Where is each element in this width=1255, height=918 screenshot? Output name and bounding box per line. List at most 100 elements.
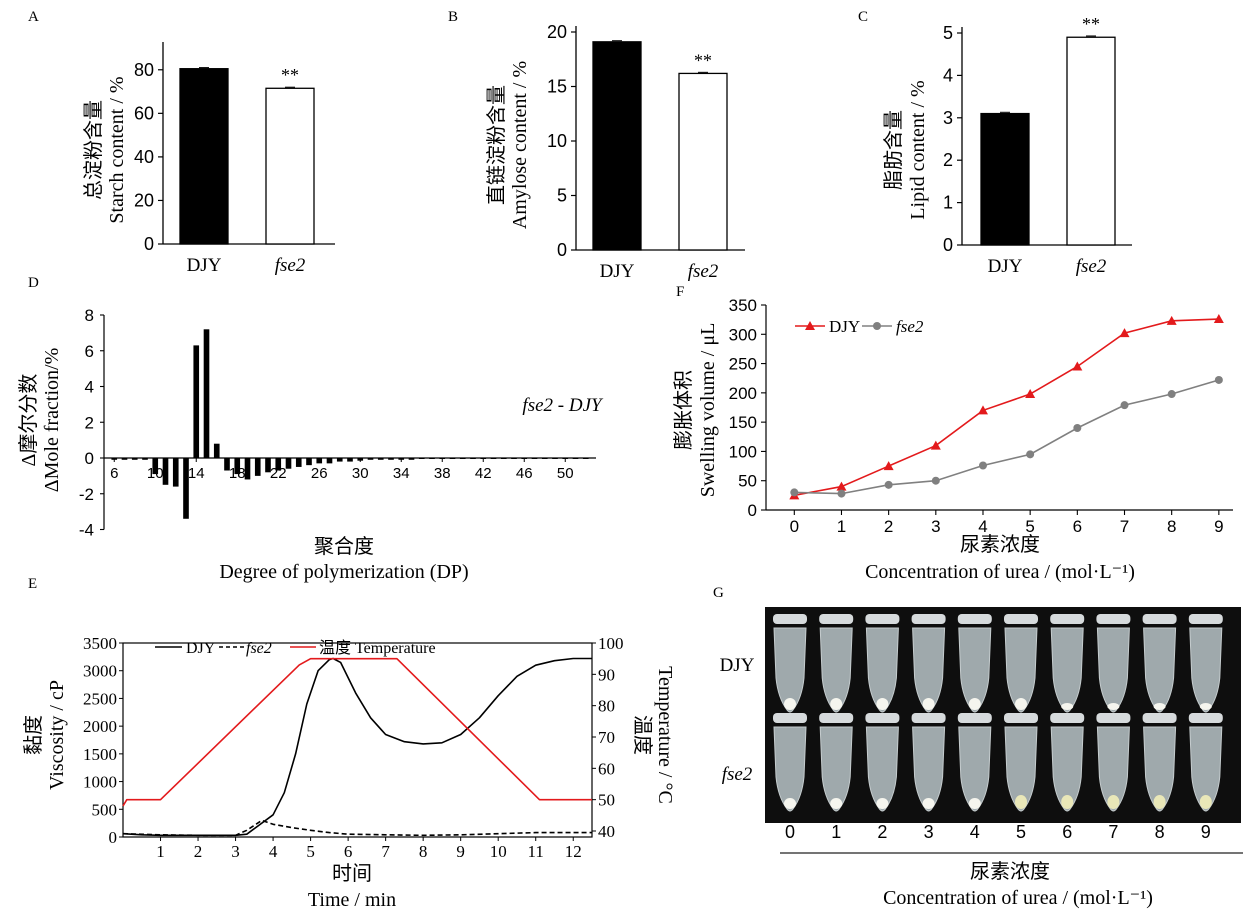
panel-d-bar <box>172 458 179 487</box>
panel-f-xtick-label: 7 <box>1120 517 1129 536</box>
panel-f-xtick-label: 5 <box>1025 517 1034 536</box>
panel-e-series-line <box>122 819 592 837</box>
panel-e-xtick-label: 10 <box>490 842 507 861</box>
panel-d-bar <box>203 329 210 458</box>
panel-label-a: A <box>28 9 39 25</box>
panel-f-xtick-label: 1 <box>837 517 846 536</box>
panel-f-ylabel-en: Swelling volume / μL <box>697 323 719 498</box>
panel-a-chart: 总淀粉含量 Starch content / % 0 20 40 60 80 DJY ** f… <box>82 42 335 276</box>
panel-c-ytick-label: 4 <box>943 65 953 85</box>
panel-c-category-label: DJY <box>988 256 1023 277</box>
tube-sediment <box>1107 795 1120 809</box>
panel-e-xtick-label: 3 <box>231 842 240 861</box>
panel-e-xtick-label: 2 <box>194 842 203 861</box>
legend-marker-djy <box>805 321 815 330</box>
panel-d-bar <box>183 458 189 519</box>
panel-a-ytick-label: 0 <box>144 234 154 254</box>
panel-c-bar <box>980 112 1030 246</box>
panel-d-bar <box>562 458 569 459</box>
panel-d-xtick-label: 50 <box>557 465 574 482</box>
panel-f-point <box>1214 375 1223 384</box>
panel-b-ytick-label: 5 <box>557 186 567 206</box>
panel-e-xtick-label: 12 <box>565 842 582 861</box>
panel-e-frame <box>122 642 593 838</box>
panel-g-photo: DJY fse2 尿素浓度 Concentration of urea / (m… <box>720 607 1243 909</box>
panel-d-bar <box>531 458 538 459</box>
panel-d-bar <box>285 458 292 469</box>
panel-f-xtick-label: 0 <box>790 517 799 536</box>
panel-f-point <box>1213 314 1224 324</box>
tube-label: 2 <box>877 822 887 842</box>
tube-body <box>773 627 807 713</box>
panel-f-xlabel-cn: 尿素浓度 <box>960 533 1040 556</box>
panel-d-annotation: fse2 - DJY <box>522 395 604 416</box>
panel-d-ylabel-en: ΔMole fraction/% <box>41 348 63 492</box>
tube-sediment <box>922 698 935 710</box>
tube-cap <box>819 713 854 723</box>
tube-sediment <box>1107 703 1120 710</box>
panel-e-ylabel-right-cn: 温度 <box>631 715 654 755</box>
panel-d-bar <box>131 458 138 460</box>
panel-f-point <box>1166 315 1177 325</box>
tube-sediment <box>784 798 796 809</box>
tube-label: 4 <box>970 822 980 842</box>
panel-label-b: B <box>448 9 458 25</box>
panel-d-bar <box>490 458 497 459</box>
panel-a-ytick-label: 80 <box>134 60 154 80</box>
panel-d-xtick-label: 46 <box>516 465 533 482</box>
panel-d-bar <box>500 458 507 459</box>
panel-b-category-label: fse2 <box>688 261 719 282</box>
panel-d-chart: Δ摩尔分数 ΔMole fraction/% fse2 - DJY 聚合度 De… <box>17 306 604 583</box>
panel-a-ylabel-en: Starch content / % <box>106 76 128 223</box>
panel-e-ytick-right-label: 50 <box>598 791 615 810</box>
tube-cap <box>957 713 992 723</box>
tube-sediment <box>1199 795 1212 809</box>
panel-d-bar <box>234 458 241 475</box>
panel-e-ylabel-right-en: Temperature / °C <box>654 666 676 804</box>
panel-c-category-label: fse2 <box>1076 256 1107 277</box>
tube-body <box>958 726 992 812</box>
panel-d-bar <box>480 458 487 459</box>
panel-d-bar <box>316 458 323 464</box>
panel-d-bar <box>552 458 558 459</box>
panel-d-bar <box>275 458 282 471</box>
tube-body <box>1143 726 1177 812</box>
panel-d-bar <box>572 458 579 459</box>
panel-f-chart: 膨胀体积 Swelling volume / μL 尿素浓度 Concentra… <box>672 296 1233 583</box>
legend-marker-fse2 <box>873 322 881 330</box>
tube-body <box>1189 726 1223 812</box>
tube-cap <box>1050 614 1085 624</box>
panel-a-ytick-label: 60 <box>134 103 154 123</box>
panel-f-xtick-label: 8 <box>1167 517 1176 536</box>
tube-label: 0 <box>785 822 795 842</box>
panel-label-c: C <box>858 9 868 25</box>
tube-body <box>912 726 946 812</box>
panel-f-point <box>977 405 988 415</box>
panel-f-point <box>931 476 940 485</box>
tube-label: 3 <box>924 822 934 842</box>
tube-body <box>912 627 946 713</box>
tube-label: 1 <box>831 822 841 842</box>
tube-body <box>819 627 853 713</box>
panel-f-ytick-label: 100 <box>729 442 757 461</box>
panel-d-bar <box>254 458 261 476</box>
tube-sediment <box>876 698 889 710</box>
tube-sediment <box>968 698 981 710</box>
panel-f-point <box>1073 424 1082 432</box>
panel-c-chart: 脂肪含量 Lipid content / % 0 1 2 3 4 5 DJY ** fse2 <box>882 14 1132 277</box>
panel-f-xlabel-en: Concentration of urea / (mol·L⁻¹) <box>865 561 1135 583</box>
panel-d-bar <box>336 458 343 462</box>
panel-d-bar <box>418 458 425 459</box>
panel-b-ytick-label: 10 <box>547 131 567 151</box>
panel-d-bar <box>439 458 446 459</box>
panel-d-bar <box>152 458 159 475</box>
tube-body <box>1189 627 1223 713</box>
panel-label-g: G <box>713 585 724 601</box>
panel-d-xtick-label: 42 <box>475 465 492 482</box>
panel-a-ylabel-cn: 总淀粉含量 <box>82 100 105 200</box>
panel-d-bar <box>306 458 312 466</box>
tube-cap <box>1188 713 1223 723</box>
tube-body <box>773 726 807 812</box>
tube-cap <box>773 713 807 723</box>
